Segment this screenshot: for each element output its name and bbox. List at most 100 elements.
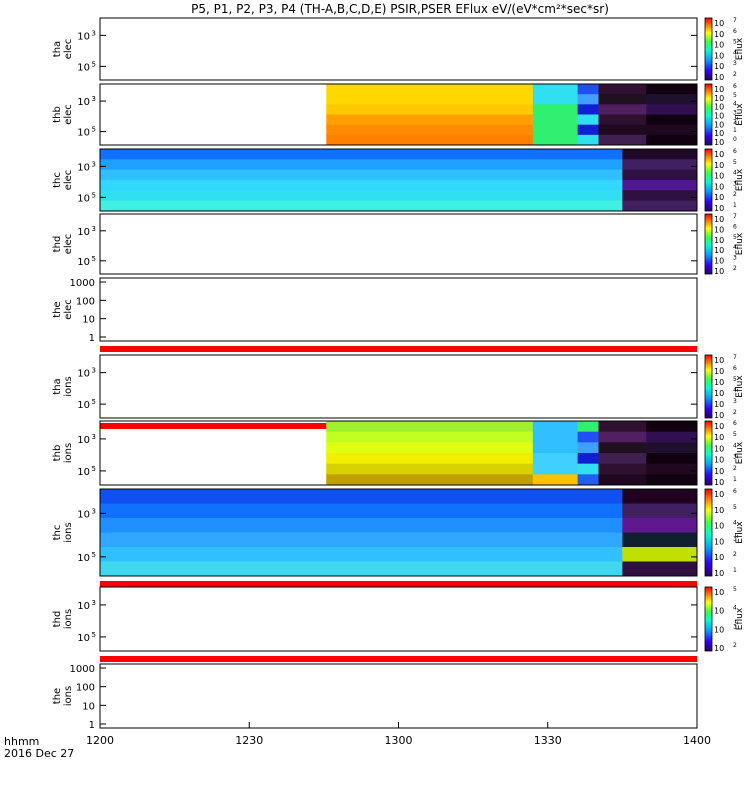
- colorbar-tick-exponent: 6: [733, 223, 737, 230]
- heatmap-cell: [622, 547, 698, 562]
- colorbar-tick-label: 10: [714, 456, 724, 465]
- colorbar-tick-label: 10: [714, 478, 724, 487]
- panel-frame: [99, 83, 698, 146]
- heatmap-cell: [326, 104, 534, 115]
- y-tick-label: 10: [77, 553, 90, 564]
- species-name: elec: [63, 234, 74, 255]
- y-tick-label: 10: [77, 369, 90, 380]
- y-tick-label: 10: [77, 509, 90, 520]
- colorbar-tick-label: 10: [714, 588, 724, 597]
- colorbar: [704, 213, 713, 275]
- heatmap-cell: [532, 104, 579, 115]
- y-tick-label: 1: [89, 720, 95, 731]
- y-tick-label: 1000: [70, 278, 95, 289]
- y-tick-exponent: 5: [92, 551, 96, 559]
- panel-label: theions: [52, 686, 74, 706]
- heatmap-cell: [577, 474, 599, 486]
- panel-label: thaions: [52, 376, 74, 396]
- heatmap-cell: [622, 190, 698, 202]
- heatmap-cell: [532, 124, 579, 136]
- species-name: ions: [63, 443, 74, 463]
- colorbar-tick-exponent: 3: [733, 110, 737, 117]
- colorbar-tick-label: 10: [714, 85, 724, 94]
- y-tick-exponent: 5: [92, 398, 96, 406]
- colorbar-tick-exponent: 2: [733, 551, 737, 558]
- y-tick-label: 10: [77, 128, 90, 139]
- probe-name: thd: [52, 236, 63, 253]
- colorbar-tick-label: 10: [714, 103, 724, 112]
- panel-frame: [99, 354, 698, 419]
- colorbar-tick-exponent: 1: [733, 567, 737, 574]
- species-name: ions: [63, 609, 74, 629]
- heatmap-cell: [622, 489, 698, 504]
- colorbar-tick-exponent: 6: [733, 365, 737, 372]
- colorbar-tick-exponent: 5: [733, 234, 737, 241]
- heatmap-cell: [326, 134, 534, 146]
- heatmap-cell: [532, 94, 579, 105]
- panel-label: thbelec: [52, 104, 74, 125]
- colorbar-tick-exponent: 4: [733, 442, 737, 449]
- heatmap-cell: [646, 453, 698, 465]
- colorbar-tick-exponent: 1: [733, 202, 737, 209]
- heatmap-cell: [577, 431, 599, 443]
- heatmap-cell: [326, 431, 534, 443]
- heatmap-cell: [326, 84, 534, 95]
- y-tick-label: 10: [77, 257, 90, 268]
- panel-frame: [99, 213, 698, 275]
- heatmap-cell: [100, 532, 623, 548]
- colorbar-tick-exponent: 2: [733, 642, 737, 649]
- y-tick-label: 10: [77, 31, 90, 42]
- heatmap-cell: [100, 547, 623, 562]
- colorbar-tick-exponent: 6: [733, 148, 737, 155]
- colorbar-tick-exponent: 7: [733, 354, 737, 361]
- heatmap-cell: [598, 453, 647, 465]
- colorbar-tick-exponent: 6: [733, 488, 737, 495]
- panel-frame: [99, 148, 698, 212]
- time-axis: 1200 1230 1300 1330 1400: [86, 722, 711, 747]
- colorbar-tick-exponent: 5: [733, 39, 737, 46]
- colorbar-tick-exponent: 5: [733, 376, 737, 383]
- heatmap-cell: [622, 200, 698, 212]
- colorbar-tick-label: 10: [714, 553, 724, 562]
- colorbar-label: Eflux: [735, 168, 745, 191]
- colorbar-tick-exponent: 3: [733, 454, 737, 461]
- colorbar-tick-exponent: 4: [733, 520, 737, 527]
- y-tick-label: 10: [77, 97, 90, 108]
- colorbar-tick-label: 10: [714, 444, 724, 453]
- heatmap-cell: [646, 431, 698, 443]
- heatmap-cell: [622, 561, 698, 577]
- heatmap-cell: [598, 463, 647, 475]
- colorbar-tick-label: 10: [714, 367, 724, 376]
- y-tick-label: 10: [77, 467, 90, 478]
- heatmap-cell: [532, 463, 579, 475]
- x-tick-label: 1230: [235, 734, 263, 747]
- probe-name: thb: [52, 445, 63, 462]
- colorbar-label: Eflux: [735, 441, 745, 464]
- colorbar-tick-label: 10: [714, 215, 724, 224]
- probe-name: thd: [52, 611, 63, 628]
- heatmap-cell: [326, 474, 534, 486]
- y-tick-label: 10: [77, 193, 90, 204]
- y-tick-label: 10: [77, 162, 90, 173]
- colorbar-tick-label: 10: [714, 172, 724, 181]
- colorbar-tick-label: 10: [714, 433, 724, 442]
- colorbar: [704, 420, 713, 486]
- date-label: 2016 Dec 27: [4, 747, 74, 760]
- colorbar-tick-exponent: 5: [733, 159, 737, 166]
- colorbar-tick-exponent: 4: [733, 387, 737, 394]
- probe-name: thc: [52, 172, 63, 188]
- figure-title: P5, P1, P2, P3, P4 (TH-A,B,C,D,E) PSIR,P…: [191, 2, 609, 16]
- heatmap-cell: [100, 149, 623, 160]
- heatmap-cell: [577, 453, 599, 465]
- species-name: elec: [63, 299, 74, 320]
- heatmap-cell: [598, 474, 647, 486]
- colorbar-tick-exponent: 2: [733, 265, 737, 272]
- y-tick-exponent: 5: [92, 126, 96, 134]
- heatmap-cell: [100, 159, 623, 171]
- colorbar-tick-exponent: 3: [733, 623, 737, 630]
- colorbar-tick-exponent: 7: [733, 213, 737, 220]
- panel-label: thdions: [52, 609, 74, 629]
- heatmap-cell: [326, 421, 534, 433]
- colorbar-tick-label: 10: [714, 411, 724, 420]
